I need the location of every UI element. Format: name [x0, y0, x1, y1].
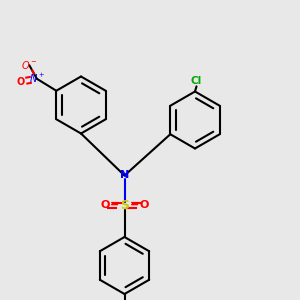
Text: $O^-$: $O^-$ [21, 59, 38, 71]
Text: O: O [16, 77, 24, 87]
Text: $N^+$: $N^+$ [29, 72, 45, 85]
Text: Cl: Cl [191, 76, 202, 86]
Text: =: = [130, 199, 139, 209]
Text: N: N [120, 170, 129, 181]
Text: O: O [139, 200, 149, 211]
Text: O: O [100, 200, 110, 211]
Text: =: = [110, 199, 119, 209]
Text: S: S [120, 199, 129, 212]
